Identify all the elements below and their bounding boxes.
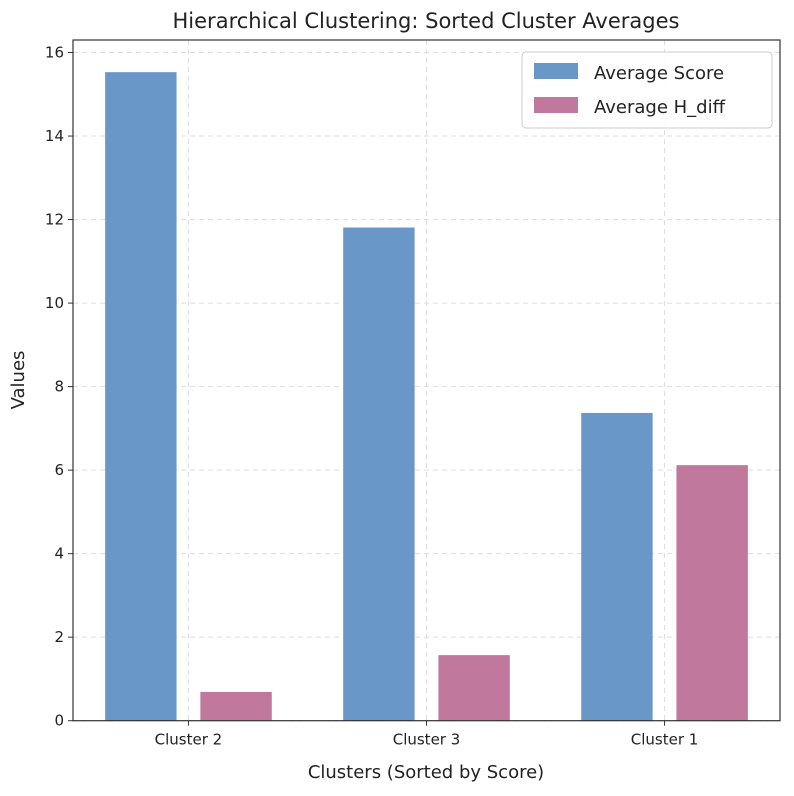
bar-average-score-cluster-2 [105, 72, 177, 721]
legend-box [521, 51, 773, 129]
x-tick-label: Cluster 3 [393, 731, 461, 749]
legend-label-score: Average Score [594, 63, 724, 84]
y-tick-label: 8 [54, 378, 64, 396]
legend: Average Score Average H_diff [521, 51, 773, 129]
x-ticks: Cluster 2 Cluster 3 Cluster 1 [155, 720, 699, 749]
y-tick-label: 6 [54, 461, 64, 479]
y-tick-label: 0 [54, 712, 64, 730]
x-tick-label: Cluster 1 [631, 731, 699, 749]
bar-average-score-cluster-3 [343, 227, 415, 721]
y-tick-label: 14 [45, 127, 64, 145]
grid [73, 40, 780, 722]
y-tick-label: 4 [54, 545, 64, 563]
legend-label-hdiff: Average H_diff [594, 97, 726, 118]
y-ticks: 0 2 4 6 8 10 12 14 16 [45, 44, 73, 730]
y-tick-label: 10 [45, 294, 64, 312]
bar-average-score-cluster-1 [581, 412, 653, 721]
x-tick-label: Cluster 2 [155, 731, 223, 749]
bar-average-hdiff-cluster-1 [676, 465, 748, 721]
y-tick-label: 2 [54, 628, 64, 646]
y-tick-label: 12 [45, 211, 64, 229]
chart-title: Hierarchical Clustering: Sorted Cluster … [173, 9, 680, 33]
bars [105, 72, 748, 721]
y-axis-label: Values [8, 351, 29, 410]
bar-average-hdiff-cluster-2 [200, 691, 272, 721]
legend-swatch-score [534, 63, 578, 79]
x-axis-label: Clusters (Sorted by Score) [308, 762, 544, 783]
legend-swatch-hdiff [534, 97, 578, 113]
y-tick-label: 16 [45, 44, 64, 62]
bar-average-hdiff-cluster-3 [438, 655, 510, 721]
